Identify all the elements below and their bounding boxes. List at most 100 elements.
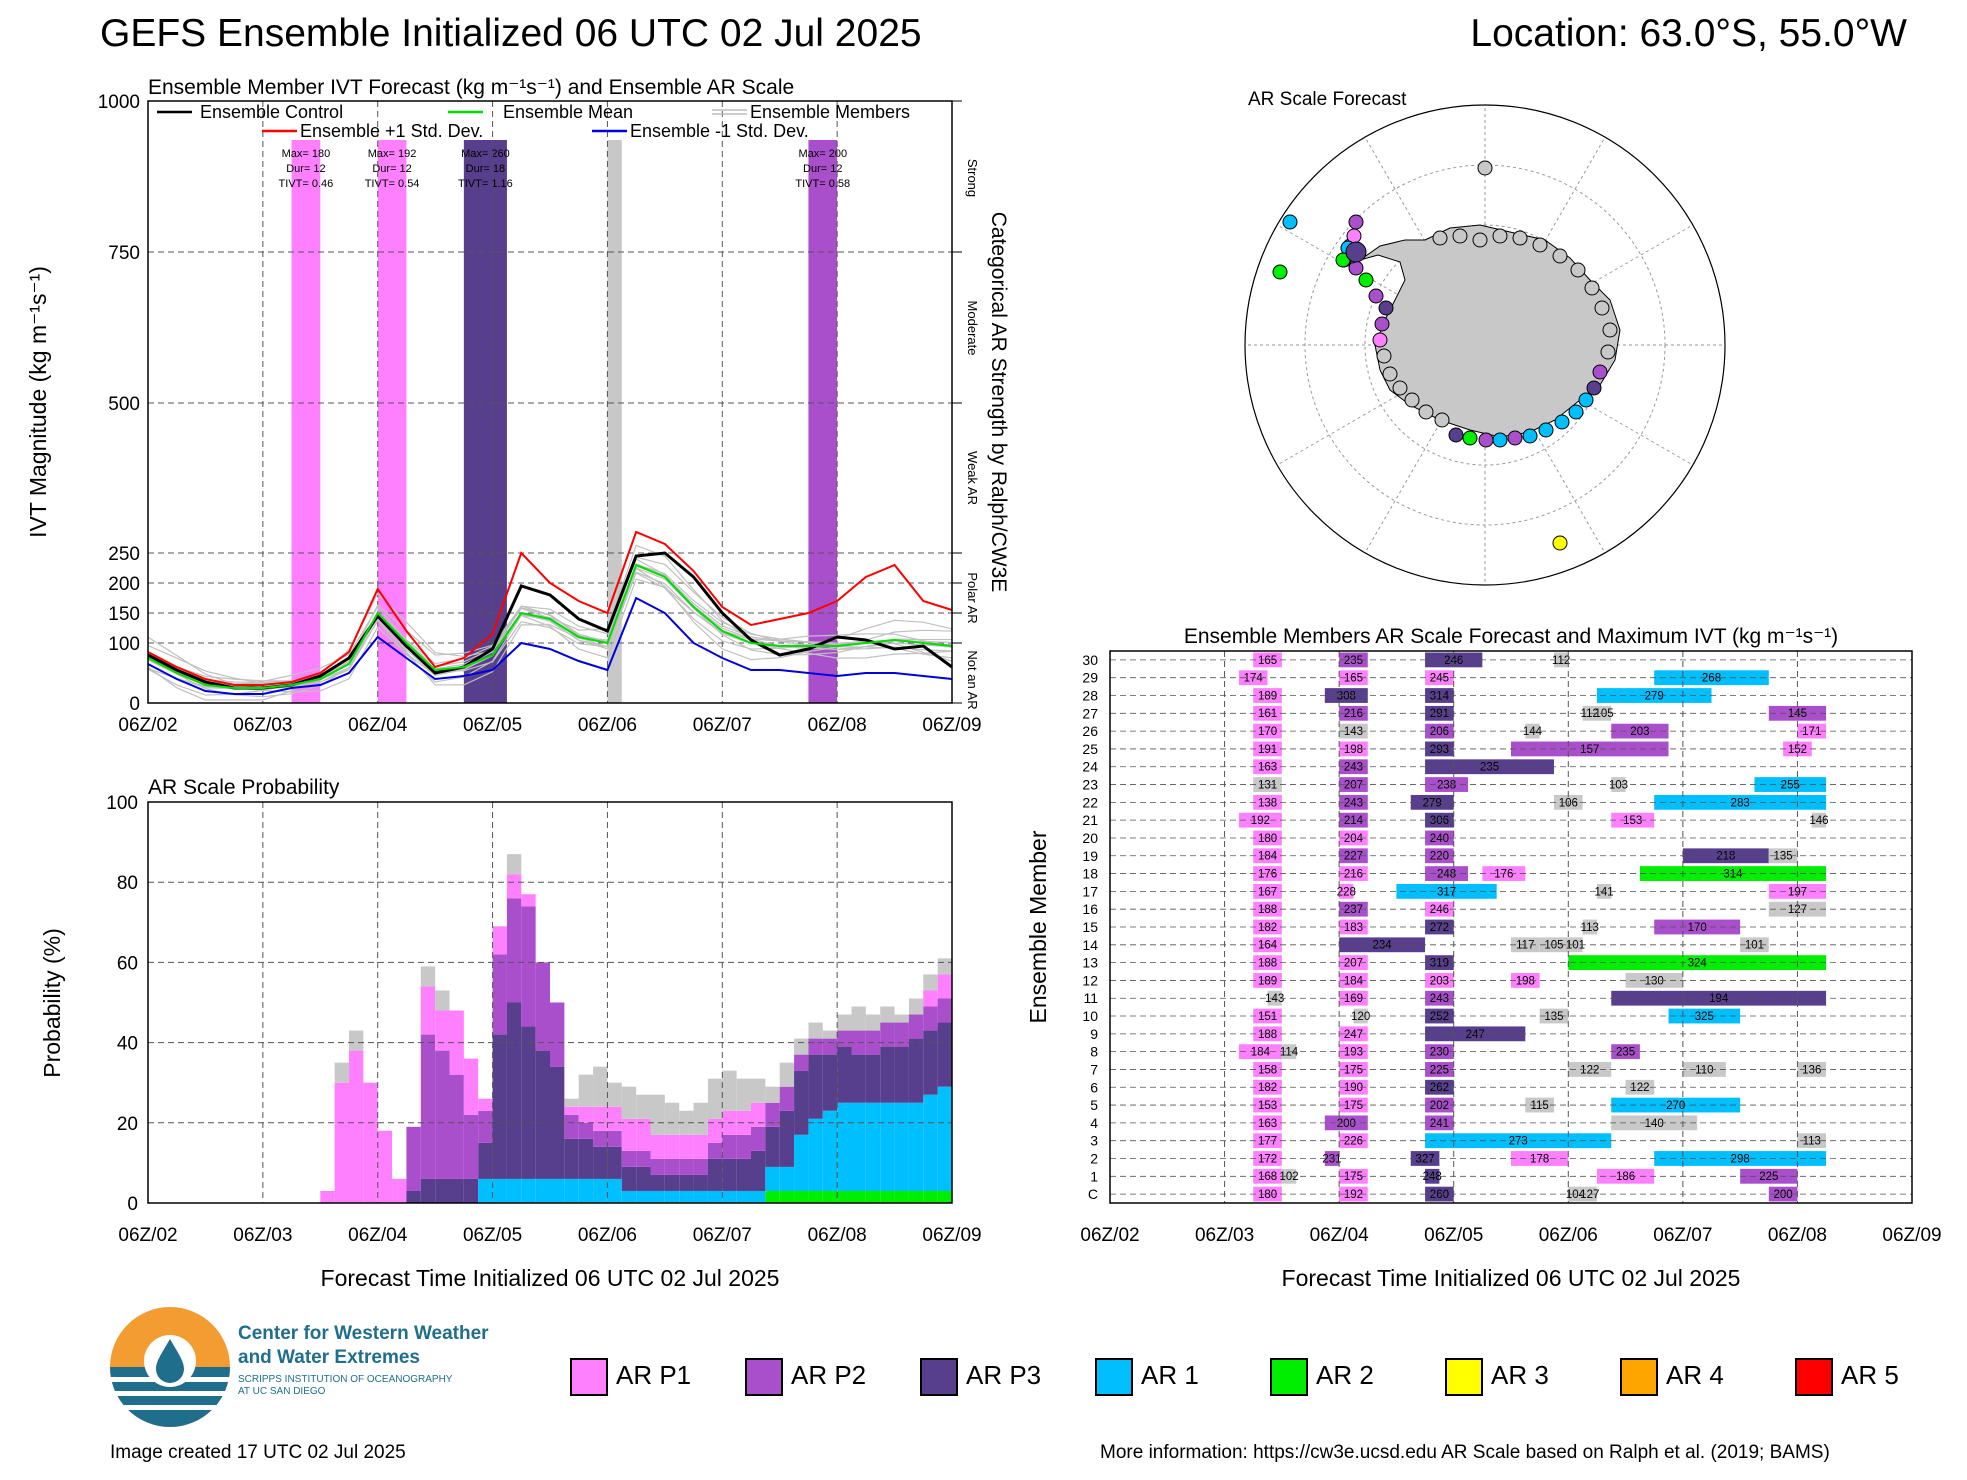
prob-bar	[908, 1038, 924, 1103]
x-tick-label: 06Z/02	[118, 715, 177, 736]
prob-bar	[794, 1038, 809, 1055]
member-segment-label: 176	[1258, 868, 1277, 880]
member-segment-label: 319	[1430, 958, 1449, 970]
member-label: 1	[1090, 1168, 1098, 1184]
member-segment-label: 198	[1516, 975, 1535, 987]
member-segment-label: 138	[1258, 797, 1277, 809]
prob-bar	[923, 1030, 938, 1095]
ar-location-marker	[1568, 404, 1584, 420]
prob-bar	[607, 1106, 622, 1131]
member-label: 2	[1090, 1150, 1098, 1166]
member-segment-label: 235	[1344, 655, 1363, 667]
member-label: 10	[1082, 1008, 1098, 1024]
prob-bar	[794, 1070, 809, 1135]
prob-bar	[880, 1102, 895, 1191]
member-segment-label: 143	[1344, 726, 1363, 738]
prob-bar	[751, 1102, 766, 1127]
ar-location-marker	[1272, 264, 1288, 280]
ar-event-label: Max= 180	[282, 148, 331, 160]
prob-bar	[937, 1022, 952, 1087]
legend-label-ar-p2: AR P2	[791, 1360, 867, 1390]
member-segment	[1425, 670, 1454, 686]
member-segment-label: 131	[1258, 779, 1277, 791]
prob-bar	[550, 1178, 565, 1203]
ar-location-marker	[1478, 432, 1494, 448]
member-segment-label: 189	[1258, 690, 1277, 702]
prob-bar	[923, 1190, 938, 1203]
member-segment-label: 230	[1430, 1047, 1449, 1059]
prob-bar	[722, 1158, 737, 1191]
member-segment	[1253, 919, 1282, 935]
ar-event-label: Dur= 12	[803, 163, 842, 175]
member-segment	[1425, 812, 1454, 828]
prob-bar	[679, 1134, 694, 1159]
prob-bar	[851, 1102, 866, 1191]
x-tick-label: 06Z/02	[118, 1225, 177, 1246]
member-label: 11	[1083, 990, 1098, 1006]
prob-bar	[420, 1178, 436, 1203]
member-segment	[1253, 777, 1282, 792]
member-segment	[1253, 1026, 1282, 1042]
legend-label-ar-1: AR 1	[1141, 1360, 1199, 1390]
member-segment-label: 228	[1337, 886, 1356, 898]
member-segment	[1425, 955, 1454, 971]
member-segment-label: 206	[1430, 726, 1449, 738]
member-segment	[1253, 883, 1282, 899]
member-segment-label: 241	[1430, 1118, 1449, 1130]
member-segment-label: 158	[1258, 1064, 1277, 1076]
ar-location-marker	[1376, 348, 1392, 364]
member-segment-label: 182	[1258, 922, 1277, 934]
member-segment	[1253, 1097, 1282, 1113]
member-segment-label: 231	[1322, 1153, 1341, 1165]
member-segment-label: 247	[1344, 1029, 1363, 1041]
prob-bar	[736, 1158, 751, 1191]
ar-event-label: Max= 192	[368, 148, 417, 160]
member-segment-label: 183	[1344, 922, 1363, 934]
prob-bar	[923, 974, 938, 991]
prob-bar	[593, 1106, 608, 1131]
prob-bar	[578, 1106, 594, 1123]
prob-bar	[923, 1006, 938, 1031]
prob-bar	[463, 1058, 479, 1115]
prob-bar	[808, 1038, 823, 1055]
member-segment-label: 130	[1645, 975, 1664, 987]
legend-swatch-ar-2	[1270, 1358, 1308, 1396]
member-segment-label: 163	[1258, 762, 1277, 774]
x-tick-label: 06Z/03	[1195, 1225, 1254, 1246]
x-tick-label: 06Z/03	[233, 715, 292, 736]
prob-bar	[521, 1178, 536, 1203]
y-tick-label: 750	[108, 243, 140, 264]
prob-bar	[894, 1022, 909, 1047]
prob-bar	[937, 998, 952, 1023]
prob-bar	[693, 1158, 708, 1175]
ar-location-marker	[1374, 316, 1390, 332]
x-tick-label: 06Z/05	[1424, 1225, 1483, 1246]
prob-bar	[693, 1190, 708, 1203]
prob-bar	[506, 1002, 522, 1179]
member-segment-label: 175	[1344, 1171, 1363, 1183]
member-segment-label: 112	[1552, 655, 1570, 667]
member-line	[147, 578, 953, 693]
member-segment	[1582, 1186, 1597, 1202]
member-segment	[1253, 830, 1282, 846]
logo-org-subtitle: SCRIPPS INSTITUTION OF OCEANOGRAPHY AT UC…	[238, 1374, 453, 1397]
ar-location-marker	[1378, 300, 1394, 316]
ar-location-marker	[1372, 332, 1388, 348]
x-tick-label: 06Z/09	[922, 1225, 981, 1246]
main-title: GEFS Ensemble Initialized 06 UTC 02 Jul …	[100, 12, 922, 55]
member-label: 24	[1082, 759, 1098, 775]
member-segment-label: 225	[1430, 1064, 1449, 1076]
strength-label: Strong	[965, 159, 980, 197]
member-segment-label: 104	[1566, 1189, 1586, 1201]
ar-location-marker	[1602, 322, 1618, 338]
member-segment-label: 168	[1258, 1171, 1277, 1183]
member-segment	[1253, 652, 1282, 668]
member-segment-label: 171	[1802, 726, 1821, 738]
member-segment	[1768, 901, 1827, 917]
prob-bar	[779, 1166, 795, 1191]
prob-bar	[463, 1178, 479, 1203]
prob-bar	[449, 1074, 464, 1179]
ar-location-marker	[1462, 430, 1478, 446]
member-segment-label: 175	[1344, 1100, 1363, 1112]
legend-plus-label: Ensemble +1 Std. Dev.	[300, 121, 483, 141]
